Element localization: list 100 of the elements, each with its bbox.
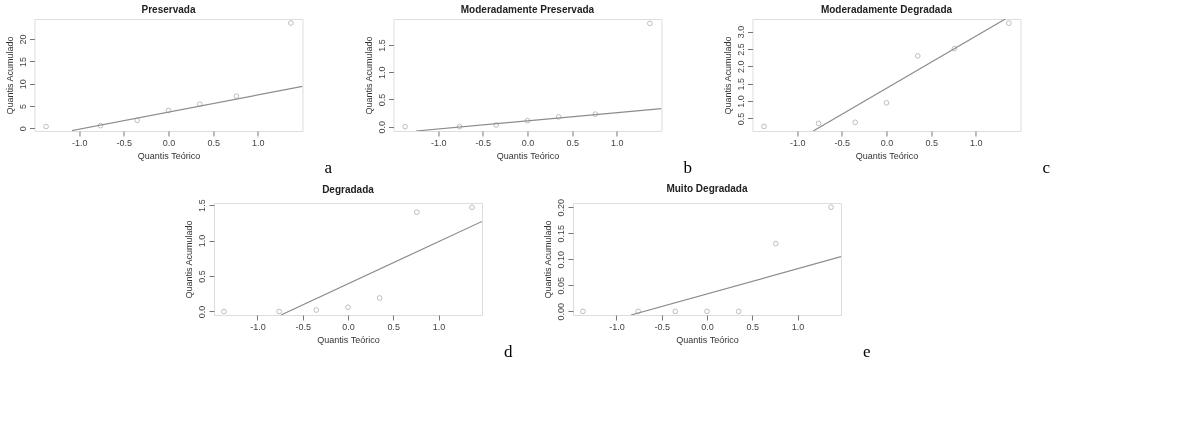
x-tick-label: 0.0 [880,137,894,148]
x-tick-label: -1.0 [430,137,447,148]
point [233,93,240,100]
x-tick-label: 1.0 [252,137,265,148]
chart-title: Muito Degradada [666,183,748,195]
x-tick-label: 0.5 [387,321,401,332]
point [704,308,710,315]
y-tick-label: 1.5 [197,199,208,212]
chart-title: Preservada [141,3,196,15]
chart-title: Moderadamente Degradada [820,3,953,15]
text: d [503,342,513,361]
y-tick-label: 0.00 [556,303,567,321]
x-tick-label: 1.0 [970,137,983,148]
point [376,295,383,301]
point [97,122,104,129]
y-tick-label: 0.5 [376,93,387,107]
y-tick-label: 2.0 [735,60,746,74]
y-tick-label: 0.5 [197,270,208,283]
point [772,240,779,247]
x-tick-label: 1.0 [432,321,446,332]
x-tick-label: 0.0 [342,321,355,332]
y-tick-label: 1.0 [735,95,746,108]
y-tick-label: 0.05 [556,277,567,295]
x-tick-label: -1.0 [609,321,625,332]
x-tick-label: 1.0 [611,137,624,148]
point [815,120,822,127]
y-axis-title: Quantis Acumulado [184,220,195,299]
x-tick-label: 0.5 [746,321,760,332]
x-axis-title: Quantis Teórico [855,150,919,161]
point [761,123,767,130]
y-tick-label: 5 [17,104,28,110]
point [196,101,203,108]
point [413,209,420,216]
text: a [324,158,333,177]
y-tick-label: 0.10 [556,250,567,269]
x-axis-title: Quantis Teórico [317,334,380,345]
x-axis-title: Quantis Teórico [137,150,201,161]
x-tick-label: 0.5 [566,137,579,148]
point [1006,20,1012,27]
x-tick-label: 0.5 [207,137,220,148]
x-tick-label: 0.0 [162,137,176,148]
point [828,204,834,211]
text: e [862,342,871,361]
x-tick-label: 0.0 [521,137,535,148]
y-tick-label: 0.20 [556,198,567,217]
point [672,308,679,315]
x-tick-label: -1.0 [71,137,88,148]
y-tick-label: 0.15 [556,224,567,243]
point [456,123,463,130]
x-axis-title: Quantis Teórico [496,150,560,161]
y-tick-label: 1.5 [376,39,387,52]
point [524,117,531,124]
x-tick-label: -0.5 [654,321,670,332]
point [647,20,653,27]
y-tick-label: 1.0 [197,234,208,248]
point [469,204,475,211]
chart-title: Degradada [322,183,375,195]
point [221,308,227,315]
y-axis-title: Quantis Acumulado [4,36,15,115]
x-tick-label: -1.0 [789,137,806,148]
y-tick-label: 2.5 [735,43,746,56]
point [493,122,500,128]
x-axis-title: Quantis Teórico [676,334,739,345]
point [555,114,562,120]
point [276,308,283,315]
x-tick-label: -1.0 [250,321,266,332]
y-tick-label: 0.0 [197,305,208,319]
x-tick-label: -0.5 [475,137,492,148]
y-tick-label: 0 [17,126,28,132]
y-axis-title: Quantis Acumulado [543,220,554,299]
point [580,308,586,315]
point [345,304,351,311]
x-tick-label: -0.5 [295,321,311,332]
y-tick-label: 15 [17,56,28,67]
point [914,53,921,59]
y-tick-label: 1.5 [735,77,746,91]
x-tick-label: 1.0 [791,321,805,332]
point [134,117,141,124]
point [883,99,890,106]
y-tick-label: 0.0 [376,120,387,134]
point [592,111,599,117]
x-tick-label: 0.5 [925,137,938,148]
y-tick-label: 20 [17,34,28,45]
x-tick-label: -0.5 [116,137,133,148]
y-tick-label: 10 [17,79,28,90]
point [313,307,320,313]
point [951,45,958,52]
x-tick-label: 0.0 [701,321,714,332]
point [635,308,642,315]
x-tick-label: -0.5 [834,137,851,148]
point [288,20,294,26]
y-tick-label: 1.0 [376,66,387,80]
text: b [683,158,692,177]
chart-title: Moderadamente Preservada [460,4,595,15]
point [735,308,742,315]
point [852,119,859,126]
y-axis-title: Quantis Acumulado [722,36,733,115]
point [402,123,408,130]
y-axis-title: Quantis Acumulado [363,36,374,115]
point [43,123,49,130]
